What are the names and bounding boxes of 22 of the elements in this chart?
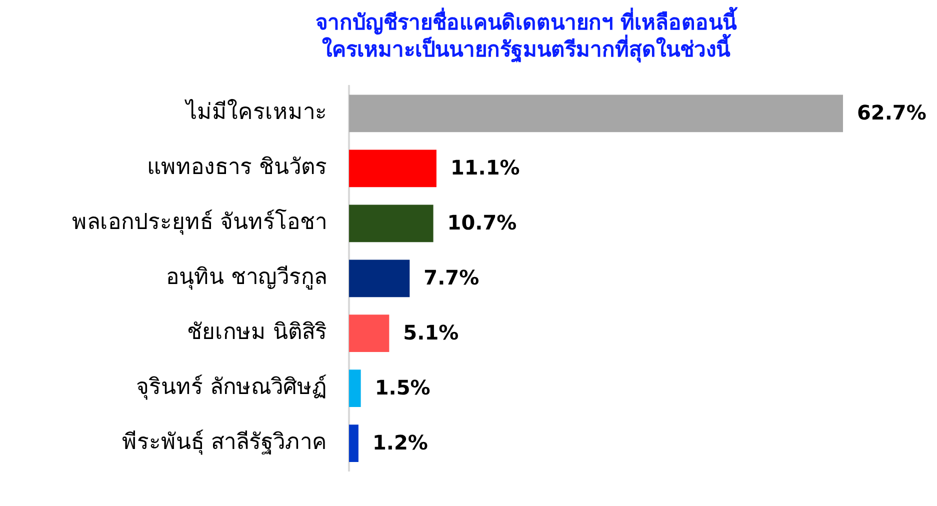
y-tick-label: ไม่มีใครเหมาะ xyxy=(184,99,327,126)
y-tick-label: ชัยเกษม นิติสิริ xyxy=(187,320,327,346)
data-label: 10.7% xyxy=(447,210,517,235)
data-label: 1.2% xyxy=(372,430,428,455)
data-label: 7.7% xyxy=(424,266,480,290)
y-tick-label: จุรินทร์ ลักษณวิศิษฏ์ xyxy=(136,375,327,400)
bar xyxy=(349,150,436,188)
data-label: 11.1% xyxy=(450,156,520,180)
data-label: 62.7% xyxy=(857,100,926,125)
y-tick-label: อนุทิน ชาญวีรกูล xyxy=(166,265,327,290)
bar xyxy=(349,260,410,298)
bar xyxy=(349,314,390,352)
data-label: 1.5% xyxy=(374,376,430,400)
bar xyxy=(349,94,843,132)
bar xyxy=(349,424,358,462)
data-label: 5.1% xyxy=(403,320,459,345)
y-tick-label: พลเอกประยุทธ์ จันทร์โอชา xyxy=(72,209,327,236)
y-tick-label: แพทองธาร ชินวัตร xyxy=(147,155,327,180)
chart-title: จากบัญชีรายชื่อแคนดิเดตนายกฯ ที่เหลือตอนนี้ ใครเหมาะเป็นนายกรัฐมนตรีมากที่สุดในช่วงนี้ xyxy=(315,6,739,64)
bar xyxy=(349,370,361,408)
y-tick-label: พีระพันธุ์ สาลีรัฐวิภาค xyxy=(122,430,327,456)
bar xyxy=(349,204,434,242)
